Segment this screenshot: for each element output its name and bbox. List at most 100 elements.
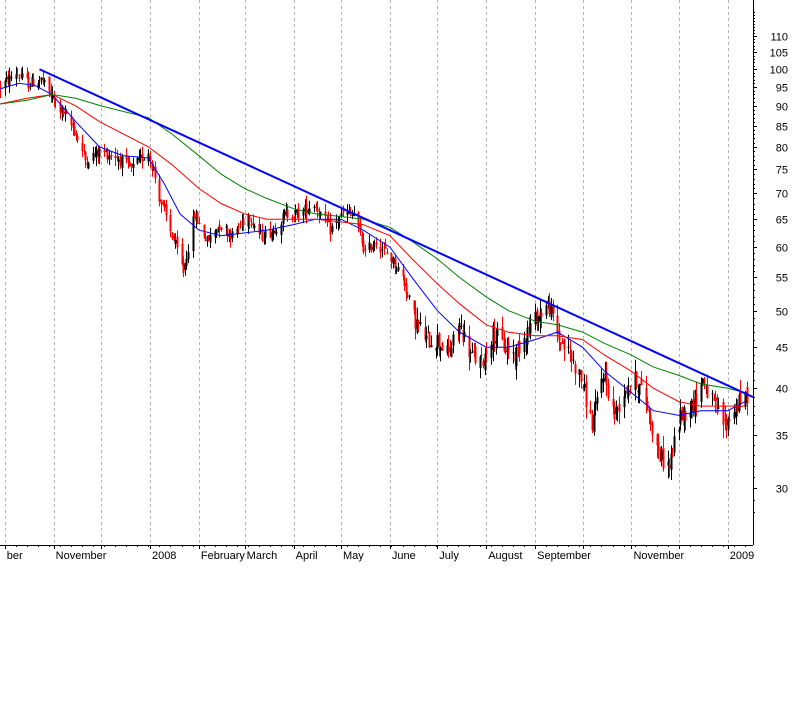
- candle-body: [10, 77, 13, 79]
- candle: [739, 379, 742, 408]
- candle: [103, 143, 106, 157]
- candle: [550, 297, 553, 321]
- candle-body: [384, 245, 387, 249]
- candle-body: [29, 86, 32, 88]
- candle-body: [679, 410, 682, 425]
- candle: [563, 338, 566, 362]
- candle-body: [207, 234, 210, 241]
- x-tick-label: February: [201, 550, 246, 562]
- candle: [154, 161, 157, 184]
- candle-body: [95, 148, 98, 158]
- candle: [121, 153, 124, 177]
- candle: [474, 342, 477, 365]
- candle: [452, 331, 455, 354]
- candle: [667, 450, 670, 479]
- y-tick-label: 75: [776, 165, 788, 177]
- candle-body: [405, 283, 408, 293]
- candle-body: [458, 323, 461, 335]
- candle-body: [722, 402, 725, 425]
- candle-body: [394, 258, 397, 269]
- candle: [92, 146, 95, 164]
- candle-body: [263, 240, 266, 242]
- candle: [512, 339, 515, 364]
- candle-body: [480, 354, 483, 356]
- trendline: [39, 68, 754, 398]
- candle: [207, 234, 210, 242]
- candle-body: [204, 240, 207, 242]
- candle-body: [106, 148, 109, 160]
- candle-body: [229, 233, 232, 241]
- candle: [158, 174, 161, 207]
- candle: [605, 361, 608, 397]
- x-tick-label: September: [537, 550, 591, 562]
- candle: [706, 374, 709, 399]
- candle: [176, 230, 179, 255]
- trendline-layer: [39, 68, 754, 398]
- candle-body: [15, 74, 18, 80]
- candle-body: [523, 337, 526, 353]
- candle: [81, 134, 84, 158]
- candle-body: [359, 223, 362, 233]
- candle: [59, 99, 62, 120]
- candle-body: [468, 335, 471, 358]
- candle-body: [656, 434, 659, 446]
- candle-body: [215, 231, 218, 235]
- candle-body: [305, 203, 308, 215]
- candle: [490, 341, 493, 365]
- candle-body: [324, 211, 327, 217]
- candle-body: [346, 211, 349, 215]
- candle-body: [119, 156, 122, 166]
- candle-body: [692, 399, 695, 412]
- candle: [722, 398, 725, 439]
- candle-body: [143, 159, 146, 161]
- candle: [242, 213, 245, 232]
- candle-body: [419, 322, 422, 325]
- candle: [460, 314, 463, 330]
- candle-body: [147, 153, 150, 162]
- candle: [193, 211, 196, 219]
- candle-body: [209, 234, 212, 243]
- candle-body: [92, 152, 95, 161]
- candle: [703, 377, 706, 390]
- candle-body: [316, 208, 319, 212]
- candle: [671, 447, 674, 458]
- candle: [283, 208, 286, 221]
- candle: [76, 133, 79, 143]
- candle-body: [381, 249, 384, 251]
- candle: [5, 71, 8, 83]
- candle-body: [121, 156, 124, 168]
- candle-body: [192, 216, 195, 252]
- candle-body: [602, 378, 605, 383]
- candle: [602, 372, 605, 393]
- candle: [518, 333, 521, 362]
- candle: [552, 299, 555, 322]
- candle-body: [392, 257, 395, 264]
- candle: [503, 331, 506, 353]
- candle-body: [308, 208, 311, 213]
- candle-body: [37, 83, 40, 89]
- x-tick-label: ber: [7, 550, 23, 562]
- candle-body: [706, 386, 709, 398]
- y-tick-label: 65: [776, 215, 788, 227]
- candle-body: [176, 236, 179, 248]
- candle: [182, 256, 185, 278]
- candle: [537, 315, 540, 331]
- candle-body: [736, 404, 739, 413]
- candle: [136, 156, 139, 165]
- candle-body: [340, 213, 343, 217]
- candle: [439, 346, 442, 362]
- candle-body: [436, 335, 439, 349]
- candle-body: [563, 338, 566, 350]
- candle: [403, 275, 406, 291]
- candle: [450, 341, 453, 358]
- candle-body: [725, 418, 728, 426]
- candle: [181, 238, 184, 266]
- candle-body: [574, 364, 577, 374]
- candle: [392, 256, 395, 269]
- y-tick-label: 30: [776, 484, 788, 496]
- candle-body: [184, 263, 187, 270]
- candle-body: [552, 306, 555, 314]
- y-axis: 30 35 40 45 50 55 60 65 70 75 80 85 90 95 100 105 110: [753, 12, 788, 513]
- candle: [496, 322, 499, 349]
- candle-body: [114, 155, 117, 159]
